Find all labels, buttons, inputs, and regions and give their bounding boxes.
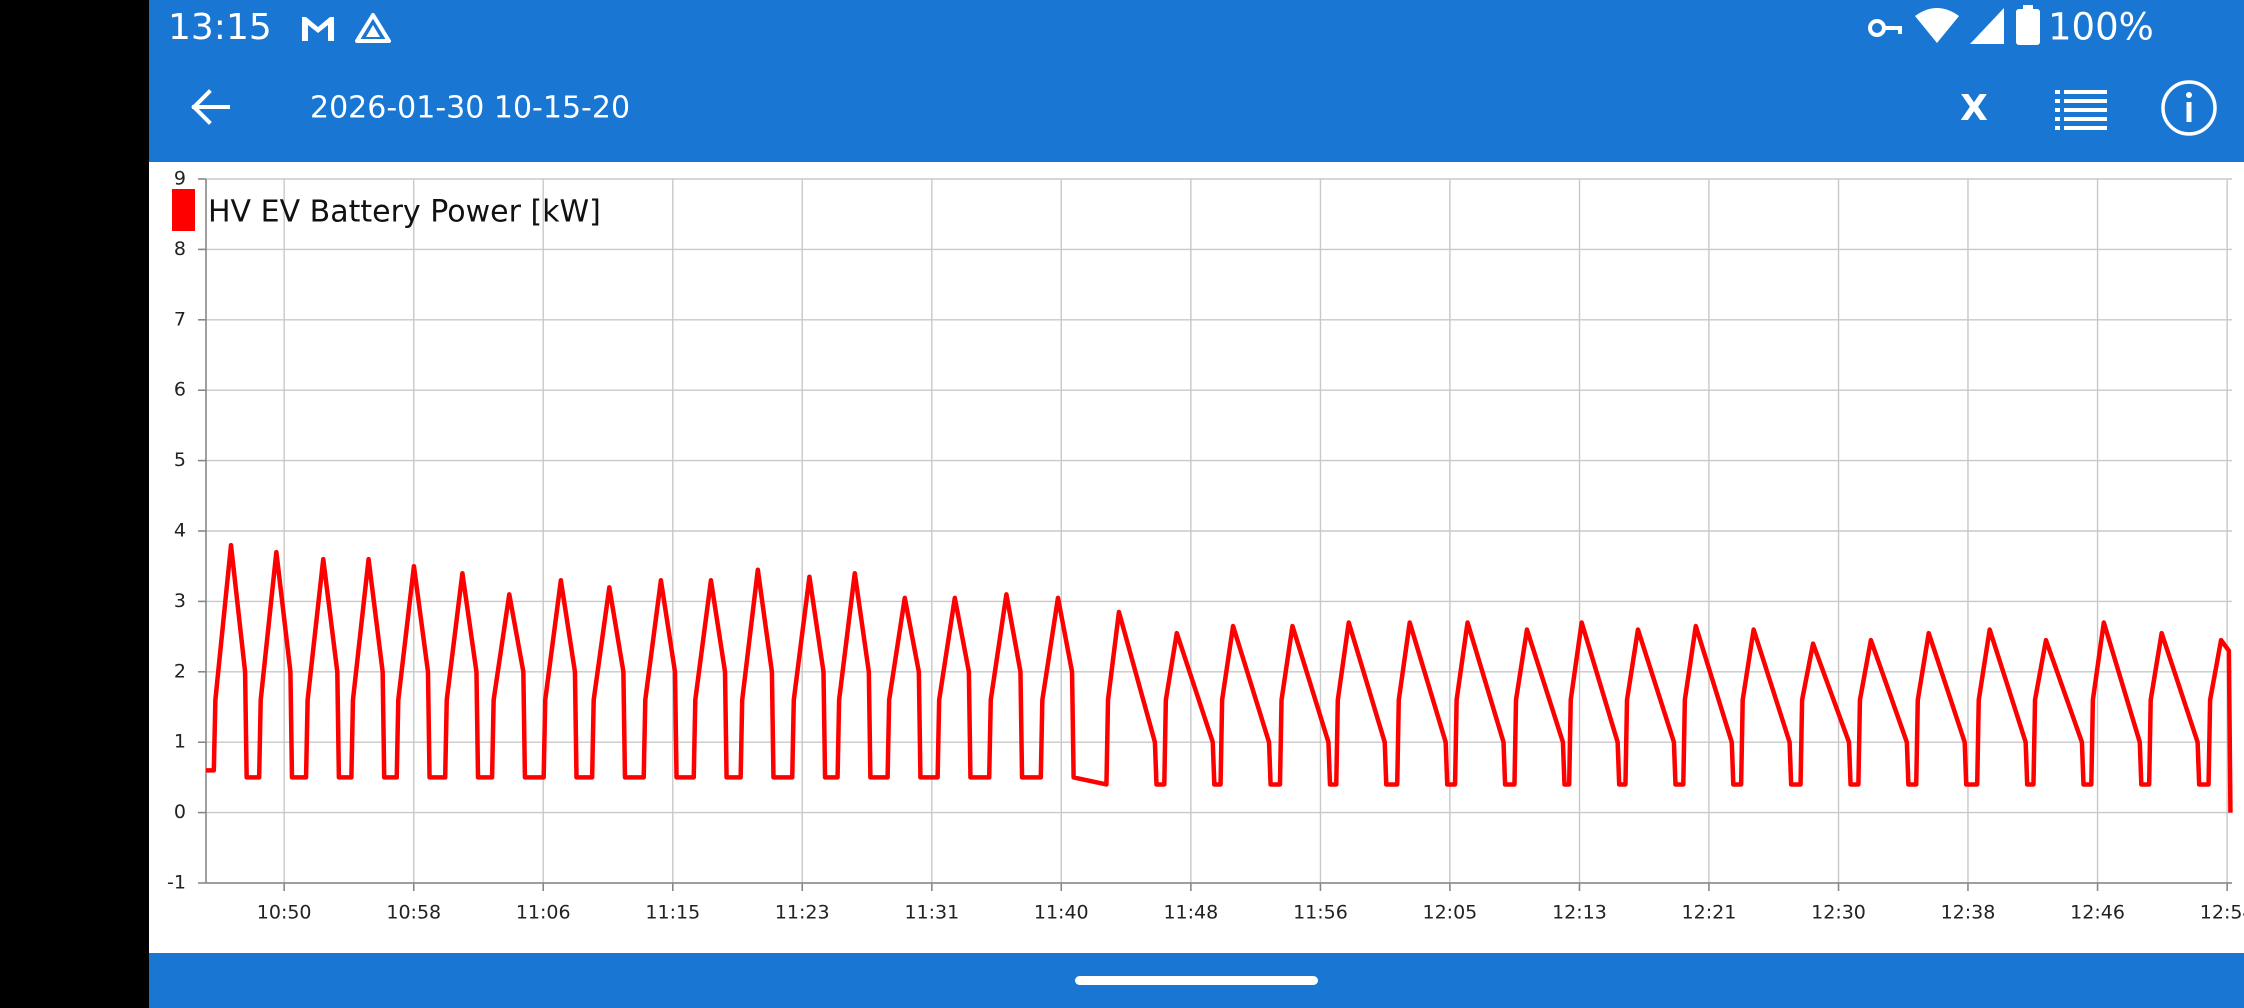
home-handle[interactable] (1075, 976, 1318, 985)
back-button[interactable] (191, 89, 230, 125)
screen-title: 2026-01-30 10-15-20 (310, 91, 630, 126)
y-tick-label: 3 (174, 590, 186, 612)
y-tick-label: 9 (174, 168, 186, 190)
signal-icon (1970, 8, 2004, 44)
x-tick-label: 12:05 (1423, 902, 1478, 924)
y-tick-label: 2 (174, 660, 186, 682)
x-axis-button[interactable]: X (1960, 88, 1988, 129)
legend-swatch (172, 189, 195, 231)
x-tick-label: 12:21 (1682, 902, 1737, 924)
x-tick-label: 11:48 (1163, 902, 1218, 924)
y-tick-label: 5 (174, 449, 186, 471)
y-tick-label: 0 (174, 801, 186, 823)
list-button[interactable] (2055, 90, 2107, 130)
x-tick-label: 11:06 (516, 902, 571, 924)
x-tick-label: 10:58 (386, 902, 441, 924)
mail-icon (302, 17, 334, 41)
x-tick-label: 11:15 (645, 902, 700, 924)
x-tick-label: 11:23 (775, 902, 830, 924)
chart-area (149, 162, 2244, 953)
y-tick-label: 1 (174, 731, 186, 753)
plot: -1 0 1 2 3 4 5 6 7 8 9 10:50 10:58 11:06 11:15 11:23 11:… (167, 168, 2244, 924)
x-tick-label: 12:46 (2070, 902, 2125, 924)
vpn-key-icon (1868, 19, 1902, 37)
y-tick-label: 8 (174, 238, 186, 260)
y-tick-label: 4 (174, 520, 186, 542)
battery-icon (2016, 5, 2040, 45)
x-tick-label: 12:30 (1811, 902, 1866, 924)
wifi-icon (1915, 8, 1959, 43)
x-tick-label: 12:54 (2200, 902, 2244, 924)
legend-label: HV EV Battery Power [kW] (208, 195, 601, 230)
x-tick-label: 12:38 (1941, 902, 1996, 924)
x-tick-label: 11:40 (1034, 902, 1089, 924)
y-tick-label: 7 (174, 308, 186, 330)
y-tick-label: 6 (174, 379, 186, 401)
info-button[interactable] (2161, 80, 2217, 136)
battery-level: 100% (2048, 6, 2154, 49)
y-tick-label: -1 (167, 872, 186, 894)
black-edge (0, 0, 149, 1008)
x-tick-label: 12:13 (1552, 902, 1607, 924)
drive-icon (355, 13, 391, 43)
clock: 13:15 (168, 7, 272, 48)
data-line (206, 542, 2233, 813)
x-tick-label: 11:31 (904, 902, 959, 924)
x-tick-label: 10:50 (257, 902, 312, 924)
x-tick-label: 11:56 (1293, 902, 1348, 924)
